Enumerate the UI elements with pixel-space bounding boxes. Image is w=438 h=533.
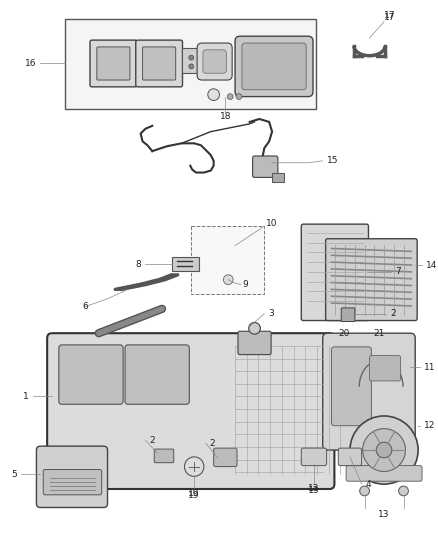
Text: 19: 19 bbox=[188, 489, 200, 498]
Text: 4: 4 bbox=[366, 480, 371, 489]
FancyBboxPatch shape bbox=[301, 224, 368, 320]
Circle shape bbox=[236, 94, 242, 100]
FancyBboxPatch shape bbox=[346, 466, 422, 481]
FancyBboxPatch shape bbox=[214, 448, 237, 466]
Text: 21: 21 bbox=[373, 329, 385, 338]
Text: 16: 16 bbox=[25, 59, 36, 68]
Text: 2: 2 bbox=[390, 309, 396, 318]
Text: 15: 15 bbox=[327, 156, 338, 165]
Circle shape bbox=[249, 322, 261, 334]
FancyBboxPatch shape bbox=[136, 40, 183, 87]
Text: 5: 5 bbox=[11, 470, 17, 479]
Circle shape bbox=[223, 275, 233, 285]
Circle shape bbox=[360, 486, 369, 496]
FancyBboxPatch shape bbox=[59, 345, 123, 404]
Text: 7: 7 bbox=[395, 268, 400, 276]
FancyBboxPatch shape bbox=[341, 308, 355, 321]
Text: 13: 13 bbox=[308, 486, 320, 495]
FancyBboxPatch shape bbox=[154, 449, 174, 463]
FancyBboxPatch shape bbox=[47, 333, 334, 489]
Circle shape bbox=[189, 64, 194, 69]
Bar bbox=[191, 226, 264, 294]
Text: 17: 17 bbox=[384, 11, 396, 20]
FancyBboxPatch shape bbox=[332, 347, 371, 426]
FancyBboxPatch shape bbox=[97, 47, 130, 80]
Text: 20: 20 bbox=[338, 329, 350, 338]
Text: 3: 3 bbox=[268, 309, 274, 318]
FancyBboxPatch shape bbox=[242, 43, 306, 90]
Bar bbox=[65, 19, 316, 109]
Text: 18: 18 bbox=[219, 112, 231, 121]
FancyBboxPatch shape bbox=[235, 36, 313, 96]
FancyBboxPatch shape bbox=[338, 448, 362, 466]
Circle shape bbox=[363, 429, 406, 472]
Text: 6: 6 bbox=[82, 302, 88, 311]
Text: 13: 13 bbox=[308, 484, 320, 493]
FancyBboxPatch shape bbox=[301, 448, 327, 466]
Circle shape bbox=[208, 89, 219, 101]
FancyBboxPatch shape bbox=[325, 239, 417, 320]
FancyBboxPatch shape bbox=[36, 446, 107, 507]
Text: 1: 1 bbox=[23, 392, 28, 401]
Text: 12: 12 bbox=[424, 421, 435, 430]
Text: 11: 11 bbox=[424, 363, 435, 372]
FancyBboxPatch shape bbox=[203, 50, 226, 73]
Circle shape bbox=[189, 55, 194, 60]
FancyBboxPatch shape bbox=[197, 43, 232, 80]
Circle shape bbox=[376, 442, 392, 458]
Text: 8: 8 bbox=[136, 260, 141, 269]
Bar bbox=[172, 257, 199, 271]
FancyBboxPatch shape bbox=[143, 47, 176, 80]
Text: 17: 17 bbox=[384, 13, 396, 22]
FancyBboxPatch shape bbox=[238, 331, 271, 354]
Circle shape bbox=[350, 416, 418, 484]
FancyBboxPatch shape bbox=[369, 356, 401, 381]
Text: 14: 14 bbox=[426, 261, 437, 270]
Text: 9: 9 bbox=[243, 280, 249, 289]
FancyBboxPatch shape bbox=[43, 470, 102, 495]
Text: 2: 2 bbox=[149, 436, 155, 445]
Circle shape bbox=[227, 94, 233, 100]
Circle shape bbox=[399, 486, 408, 496]
Bar bbox=[183, 48, 200, 73]
Circle shape bbox=[184, 457, 204, 477]
Text: 10: 10 bbox=[266, 219, 278, 228]
FancyBboxPatch shape bbox=[90, 40, 137, 87]
FancyBboxPatch shape bbox=[125, 345, 189, 404]
Text: 19: 19 bbox=[188, 491, 200, 500]
FancyBboxPatch shape bbox=[253, 156, 278, 177]
Text: 2: 2 bbox=[210, 439, 215, 448]
Bar bbox=[272, 173, 284, 182]
Text: 13: 13 bbox=[378, 511, 390, 520]
FancyBboxPatch shape bbox=[323, 333, 415, 450]
